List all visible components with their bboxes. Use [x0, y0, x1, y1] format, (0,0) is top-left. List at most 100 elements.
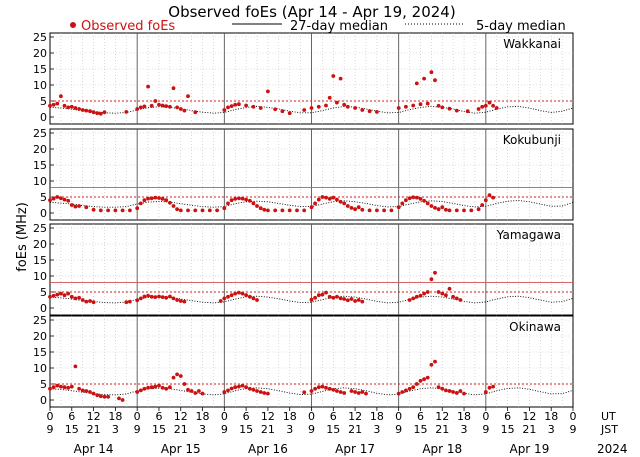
- observed-point: [178, 374, 183, 378]
- panels: 0 5 10 15 20 25 Wakkanai 0 5 10 15 20 25 Kokubunji 0 5 1…: [33, 31, 574, 408]
- station-label: Wakkanai: [503, 37, 561, 51]
- observed-point: [207, 208, 212, 213]
- day-label: Apr 16: [248, 442, 288, 456]
- jst-tick-label: 9: [134, 423, 141, 436]
- observed-point: [149, 385, 154, 390]
- observed-point: [51, 196, 56, 201]
- observed-point: [222, 108, 227, 112]
- observed-point: [62, 197, 67, 202]
- observed-point: [48, 386, 52, 391]
- jst-tick-label: 15: [501, 423, 515, 436]
- observed-point: [422, 377, 426, 382]
- observed-point: [487, 100, 492, 105]
- observed-point: [302, 108, 307, 112]
- observed-point: [59, 291, 63, 296]
- legend-median5-label: 5-day median: [476, 19, 566, 34]
- ut-tick-label: 6: [243, 410, 250, 423]
- y-tick-label: 5: [40, 95, 47, 108]
- panel-wakkanai: 0 5 10 15 20 25 Wakkanai: [33, 31, 574, 125]
- observed-point: [77, 295, 81, 300]
- observed-point: [142, 294, 147, 299]
- y-tick-label: 5: [40, 191, 47, 204]
- observed-point: [255, 298, 259, 302]
- observed-point: [171, 296, 176, 301]
- observed-point: [51, 293, 56, 298]
- observed-point: [353, 299, 357, 303]
- observed-point: [171, 86, 176, 91]
- observed-point: [320, 384, 325, 389]
- observed-point: [186, 94, 190, 99]
- observed-point: [353, 207, 357, 212]
- observed-point: [186, 208, 190, 213]
- observed-point: [414, 294, 419, 299]
- jst-tick-label: 9: [47, 423, 54, 436]
- observed-point: [447, 208, 452, 213]
- observed-point: [164, 386, 169, 391]
- observed-point: [95, 111, 100, 116]
- observed-point: [353, 390, 357, 394]
- observed-point: [164, 198, 169, 203]
- jst-tick-label: 21: [87, 423, 101, 436]
- y-tick-label: 5: [40, 378, 47, 391]
- ut-tick-label: 18: [457, 410, 471, 423]
- observed-point: [160, 197, 165, 201]
- observed-point: [433, 359, 437, 364]
- y-tick-label: 0: [40, 111, 47, 124]
- observed-point: [342, 297, 347, 301]
- observed-point: [160, 103, 165, 108]
- observed-point: [84, 108, 89, 113]
- observed-point: [422, 291, 426, 296]
- observed-point: [327, 386, 332, 391]
- observed-point: [367, 208, 372, 213]
- observed-point: [331, 195, 336, 200]
- observed-point: [48, 198, 52, 203]
- y-tick-label: 10: [33, 79, 47, 92]
- observed-point: [280, 208, 285, 213]
- observed-point: [157, 102, 161, 107]
- observed-point: [404, 104, 408, 109]
- observed-point: [494, 106, 499, 110]
- observed-point: [120, 398, 125, 402]
- ut-tick-label: 12: [435, 410, 449, 423]
- observed-point: [266, 391, 270, 396]
- observed-point: [422, 198, 426, 203]
- observed-point: [135, 298, 140, 303]
- observed-point: [102, 110, 107, 115]
- observed-point: [215, 208, 220, 213]
- y-tick-label: 10: [33, 175, 47, 188]
- observed-point: [164, 295, 169, 300]
- panel-yamagawa: 0 5 10 15 20 25 Yamagawa: [33, 222, 574, 316]
- ut-tick-label: 18: [108, 410, 122, 423]
- observed-point: [436, 207, 441, 212]
- observed-point: [440, 291, 445, 296]
- observed-point: [120, 208, 125, 213]
- observed-point: [404, 388, 408, 393]
- observed-point: [102, 394, 107, 399]
- observed-point: [146, 84, 151, 89]
- observed-point: [480, 203, 485, 207]
- observed-point: [69, 104, 74, 109]
- observed-point: [436, 385, 441, 390]
- observed-point: [309, 106, 314, 110]
- observed-point: [226, 388, 230, 393]
- observed-point: [237, 290, 241, 295]
- observed-point: [251, 201, 256, 206]
- y-tick-label: 15: [33, 63, 47, 76]
- jst-tick-label: 15: [65, 423, 79, 436]
- observed-point: [258, 106, 263, 110]
- observed-point: [313, 386, 317, 391]
- observed-point: [458, 298, 463, 302]
- observed-point: [349, 389, 354, 393]
- observed-point: [476, 107, 481, 111]
- observed-point: [84, 299, 89, 304]
- observed-point: [168, 104, 172, 109]
- observed-point: [98, 208, 103, 213]
- observed-point: [233, 385, 238, 390]
- jst-tick-label: 3: [461, 423, 468, 436]
- ut-tick-label: 0: [134, 410, 141, 423]
- observed-point: [80, 108, 85, 112]
- observed-point: [411, 195, 416, 200]
- y-tick-label: 0: [40, 207, 47, 220]
- observed-point: [451, 294, 455, 299]
- ut-tick-label: 6: [68, 410, 75, 423]
